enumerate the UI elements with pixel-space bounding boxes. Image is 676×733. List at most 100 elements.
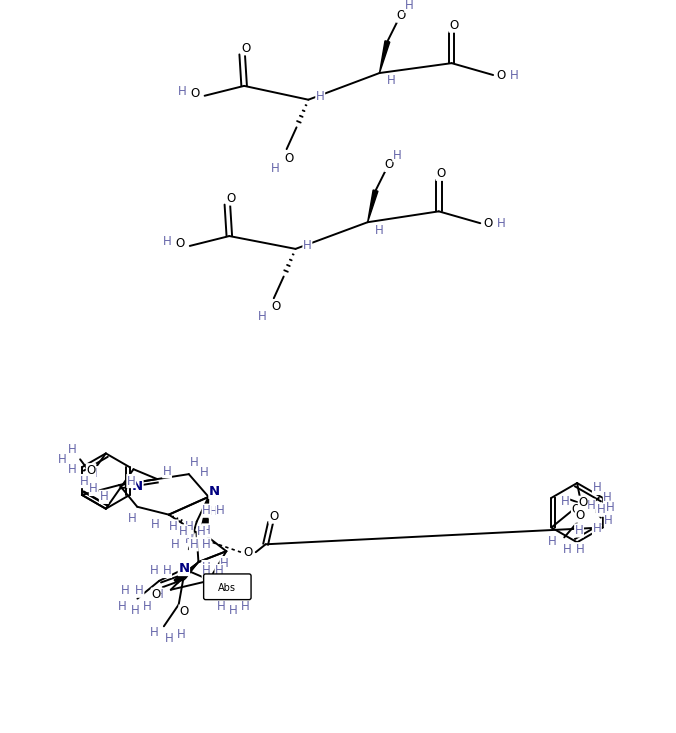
Text: H: H xyxy=(220,556,228,570)
Text: O: O xyxy=(175,237,185,251)
Text: H: H xyxy=(89,467,98,479)
Text: H: H xyxy=(202,538,211,550)
Text: O: O xyxy=(190,87,199,100)
Polygon shape xyxy=(174,562,199,583)
Text: H: H xyxy=(68,463,76,476)
Text: H: H xyxy=(58,453,67,466)
Text: H: H xyxy=(163,465,172,478)
Text: H: H xyxy=(393,149,402,161)
Text: H: H xyxy=(149,626,158,638)
Text: O: O xyxy=(87,464,95,476)
Text: O: O xyxy=(496,68,506,81)
Text: H: H xyxy=(217,600,226,613)
Text: O: O xyxy=(571,504,581,516)
Text: H: H xyxy=(170,538,179,550)
Text: H: H xyxy=(587,499,596,512)
Text: H: H xyxy=(575,524,583,537)
Polygon shape xyxy=(368,190,378,222)
Text: O: O xyxy=(284,152,293,166)
Text: O: O xyxy=(226,192,236,205)
Text: H: H xyxy=(604,491,612,504)
Text: H: H xyxy=(316,90,324,103)
Text: H: H xyxy=(131,604,140,617)
Text: H: H xyxy=(241,600,249,613)
Text: Abs: Abs xyxy=(218,583,237,593)
Text: N: N xyxy=(178,562,189,575)
Text: H: H xyxy=(178,85,187,98)
Text: O: O xyxy=(483,217,493,229)
Text: H: H xyxy=(596,504,605,516)
Text: H: H xyxy=(561,496,570,508)
Text: H: H xyxy=(592,522,601,535)
Text: H: H xyxy=(234,584,243,597)
Text: H: H xyxy=(606,501,615,515)
Text: H: H xyxy=(170,520,178,533)
Text: H: H xyxy=(209,505,218,518)
Text: H: H xyxy=(121,584,130,597)
Text: O: O xyxy=(243,545,252,559)
Text: H: H xyxy=(215,564,224,578)
Text: H: H xyxy=(80,474,89,487)
Text: O: O xyxy=(449,19,458,32)
Text: H: H xyxy=(128,512,137,525)
Text: H: H xyxy=(202,524,211,537)
Text: H: H xyxy=(68,443,76,456)
FancyBboxPatch shape xyxy=(203,574,251,600)
Text: H: H xyxy=(127,474,136,487)
Text: H: H xyxy=(163,235,172,248)
Text: H: H xyxy=(89,482,98,496)
Text: O: O xyxy=(241,42,251,55)
Text: H: H xyxy=(164,632,173,644)
Text: O: O xyxy=(271,300,281,313)
Text: H: H xyxy=(150,564,159,578)
Text: H: H xyxy=(303,240,312,252)
Text: H: H xyxy=(229,604,238,617)
Text: H: H xyxy=(204,586,213,599)
Text: O: O xyxy=(151,588,161,601)
Text: H: H xyxy=(576,542,585,556)
Polygon shape xyxy=(203,497,209,524)
Text: H: H xyxy=(197,525,206,538)
Polygon shape xyxy=(182,562,199,578)
Text: N: N xyxy=(132,481,143,493)
Text: H: H xyxy=(151,518,160,531)
Text: H: H xyxy=(189,538,198,550)
Text: H: H xyxy=(163,564,172,578)
Text: H: H xyxy=(563,542,572,556)
Text: H: H xyxy=(219,584,228,597)
Text: H: H xyxy=(189,456,198,469)
Text: H: H xyxy=(202,564,211,578)
Text: H: H xyxy=(177,627,186,641)
Text: H: H xyxy=(185,533,193,546)
Text: O: O xyxy=(385,158,394,172)
Text: H: H xyxy=(497,217,506,229)
Text: N: N xyxy=(209,485,220,498)
Text: H: H xyxy=(216,504,225,517)
Text: H: H xyxy=(592,482,601,495)
Text: H: H xyxy=(258,309,266,323)
Text: H: H xyxy=(185,520,193,533)
Text: O: O xyxy=(269,510,278,523)
Text: H: H xyxy=(375,224,384,237)
Text: H: H xyxy=(202,561,211,573)
Text: H: H xyxy=(200,465,209,479)
Text: H: H xyxy=(405,0,414,12)
Text: H: H xyxy=(604,514,613,527)
Text: O: O xyxy=(397,10,406,22)
Text: H: H xyxy=(99,490,108,504)
Text: O: O xyxy=(436,167,445,180)
Text: H: H xyxy=(387,75,395,87)
Text: H: H xyxy=(135,584,144,597)
Text: H: H xyxy=(178,525,187,538)
Polygon shape xyxy=(379,41,390,73)
Text: H: H xyxy=(143,600,151,613)
Text: O: O xyxy=(179,605,188,618)
Text: O: O xyxy=(575,509,585,522)
Text: H: H xyxy=(510,68,518,81)
Text: H: H xyxy=(548,535,557,548)
Text: H: H xyxy=(155,588,164,601)
Text: H: H xyxy=(118,600,127,613)
Text: O: O xyxy=(579,496,587,509)
Text: H: H xyxy=(270,163,279,175)
Text: H: H xyxy=(202,504,211,517)
